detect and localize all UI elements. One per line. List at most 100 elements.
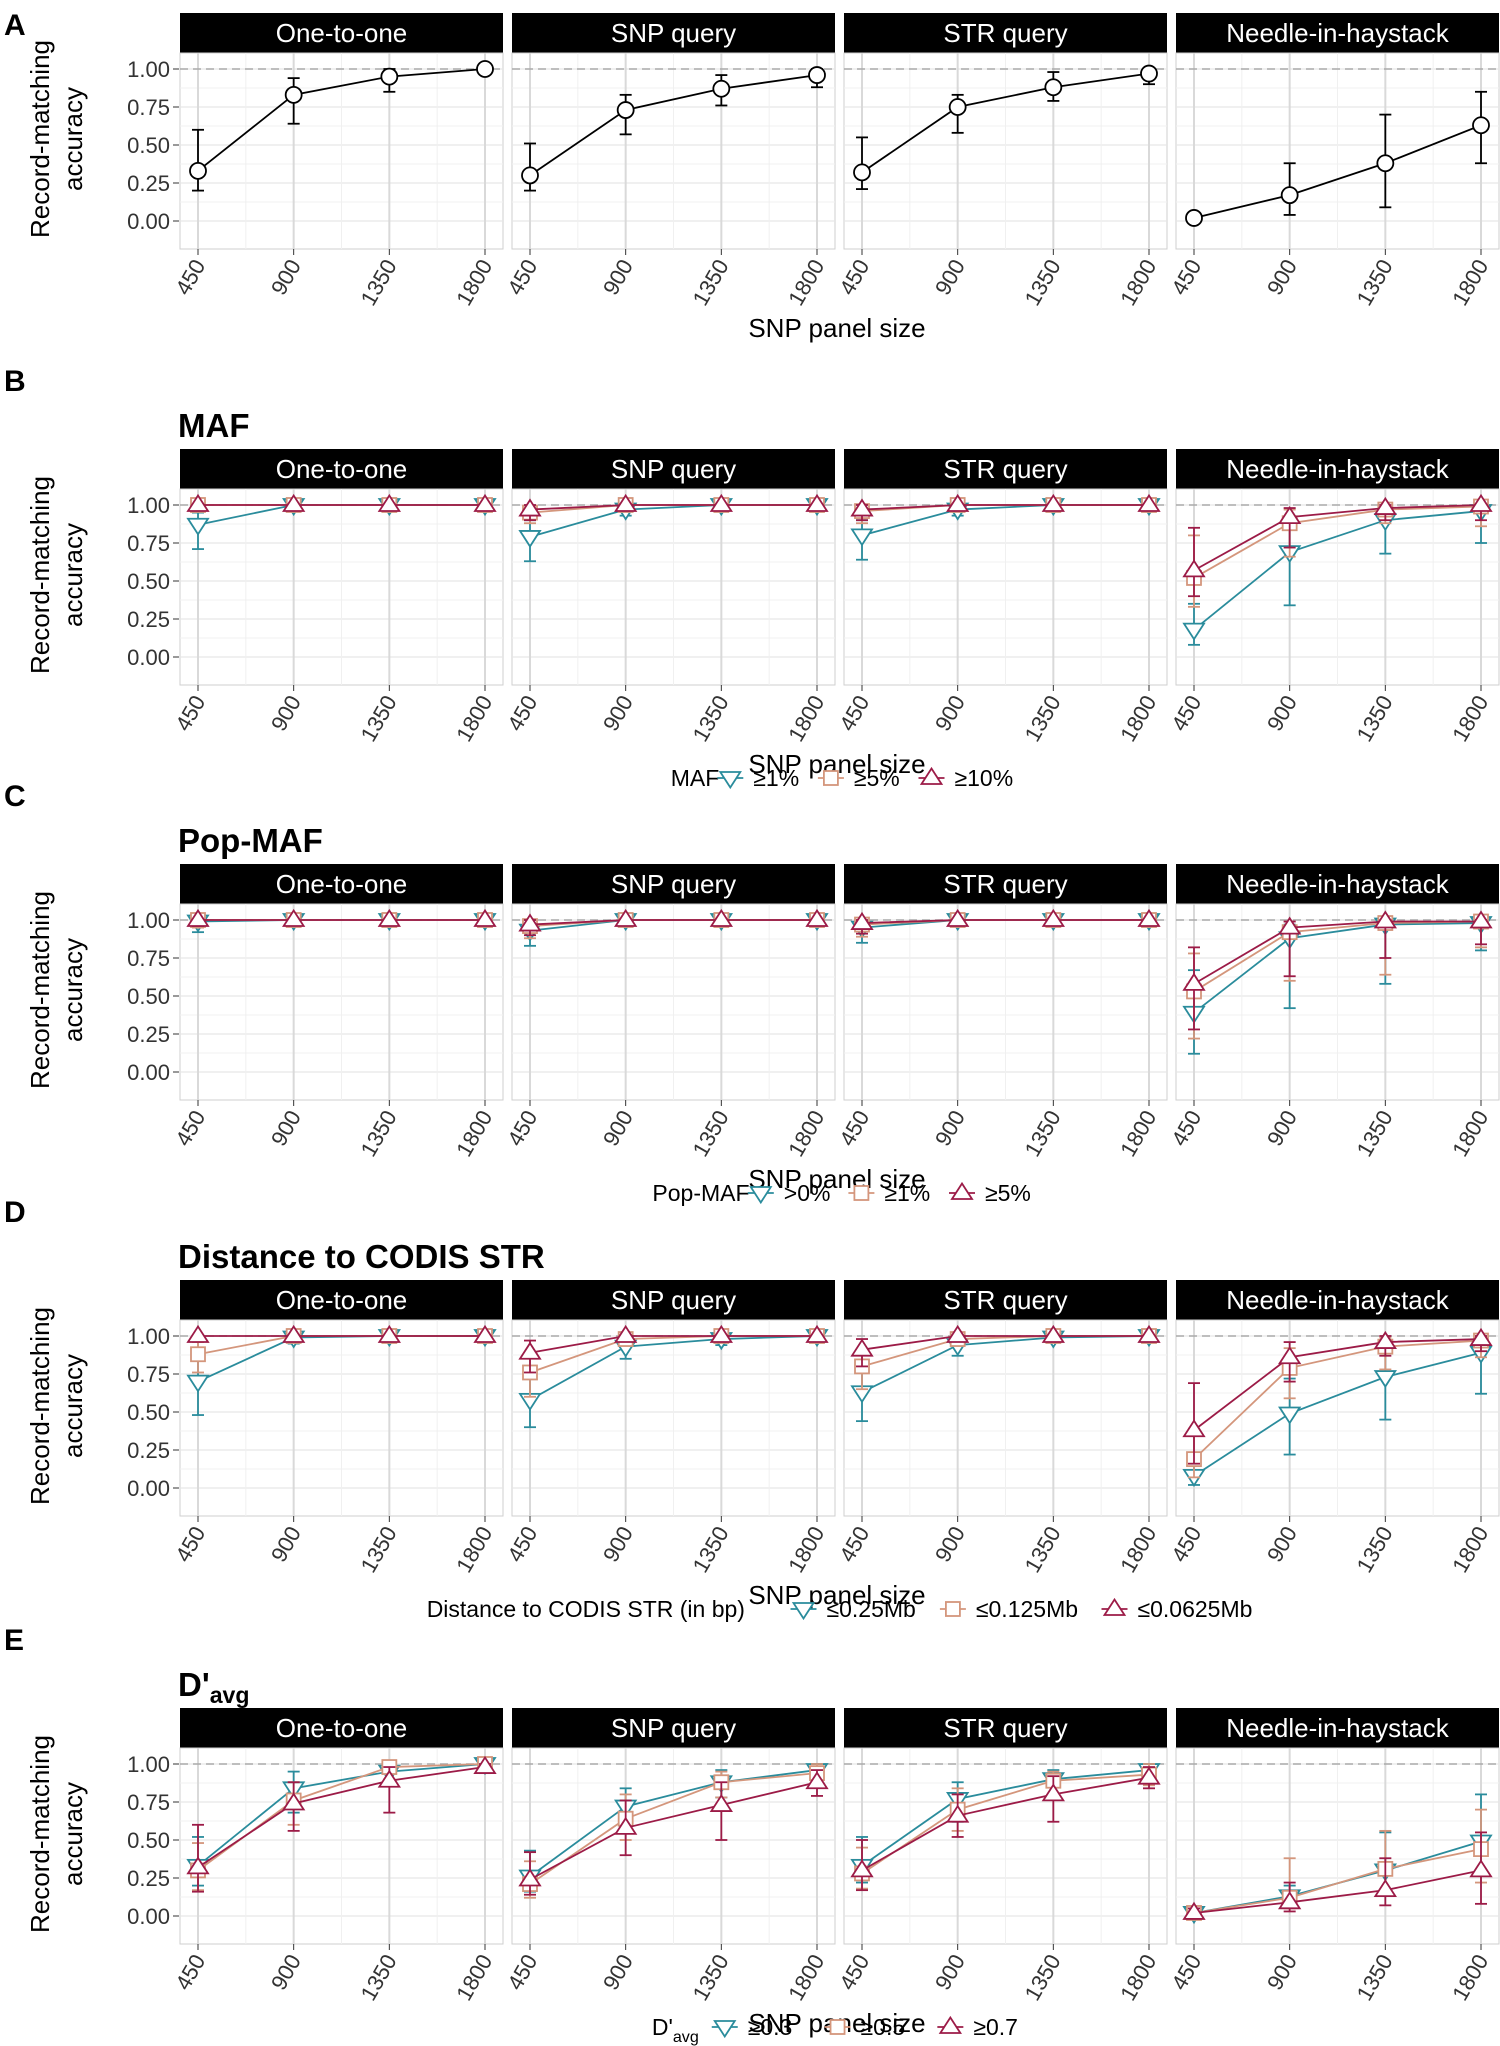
panel-letter: D [4, 1196, 26, 1229]
data-point [1182, 559, 1206, 578]
data-point [805, 1324, 829, 1343]
legend-entry: ≤0.0625Mb [1138, 1596, 1253, 1622]
legend-marker [791, 1602, 816, 1621]
x-tick-label: 900 [1262, 691, 1302, 735]
data-point [377, 1769, 401, 1788]
series-line [529, 919, 817, 926]
x-tick-label: 450 [1166, 1522, 1206, 1566]
series-line [1193, 1869, 1482, 1914]
series [189, 60, 494, 192]
data-point [189, 161, 207, 180]
legend: D'avg ≥0.3 ≥0.5 ≥0.7 [652, 2014, 1018, 2046]
legend-marker [823, 770, 839, 786]
series-line [529, 1335, 817, 1354]
legend-marker [713, 2020, 737, 2039]
data-point [377, 908, 401, 927]
panel-e: E D'avg Record-matching accuracy 0.00 0.25 0.5… [4, 1624, 1500, 2046]
x-tick-label: 450 [170, 1106, 210, 1150]
facet-str-query: STR query 450 900 1350 1800 [834, 1280, 1168, 1577]
facet-strip [844, 13, 1167, 53]
facet-str-query: STR query 450 900 1350 1800 [834, 13, 1168, 310]
data-point [614, 908, 638, 927]
y-tick-label: 0.00 [127, 1476, 170, 1501]
series-line [1193, 510, 1482, 631]
series-2 [186, 1755, 497, 1893]
series [853, 64, 1158, 190]
data-point [946, 1324, 970, 1343]
y-tick-label: 0.50 [127, 133, 170, 158]
data-point [1041, 493, 1065, 512]
panel-letter: C [4, 780, 26, 813]
x-tick-label: 900 [598, 255, 638, 299]
legend-entry: ≥5% [985, 1180, 1031, 1206]
facet-strip [1176, 1708, 1499, 1748]
panel-b: B MAF Record-matching accuracy 0.00 0.25 0.50 0… [4, 365, 1500, 791]
legend-marker [829, 2019, 846, 2035]
facet-label: SNP query [611, 454, 736, 484]
x-tick-label: 1800 [451, 1522, 497, 1577]
x-tick-label: 1800 [783, 691, 829, 746]
data-point [518, 530, 542, 549]
y-axis-title: accuracy [58, 1782, 88, 1886]
data-point [377, 1324, 401, 1343]
legend-entry: ≥5% [854, 765, 900, 791]
x-tick-label: 900 [266, 1106, 306, 1150]
legend-marker [1102, 1597, 1127, 1616]
panel-letter: E [4, 1624, 24, 1657]
data-point [709, 493, 733, 512]
data-point [1469, 493, 1493, 512]
series-2 [186, 908, 497, 927]
x-tick-label: 900 [930, 1106, 970, 1150]
data-point [946, 908, 970, 927]
x-tick-label: 1350 [1020, 255, 1066, 310]
x-tick-label: 1800 [783, 1522, 829, 1577]
x-tick-label: 1800 [1115, 1950, 1161, 2005]
data-point [518, 498, 542, 517]
x-tick-label: 1350 [356, 1522, 402, 1577]
x-tick-label: 900 [598, 1522, 638, 1566]
series-line [1193, 1351, 1482, 1477]
x-tick-label: 900 [930, 1950, 970, 1994]
legend-marker [749, 1186, 773, 1205]
series-line [1193, 1339, 1482, 1460]
facet-label: Needle-in-haystack [1226, 1285, 1450, 1315]
data-point [709, 1324, 733, 1343]
legend-entry: ≥1% [753, 765, 799, 791]
y-tick-label: 0.00 [127, 209, 170, 234]
series-line [529, 1335, 818, 1401]
data-point [186, 1324, 210, 1343]
series-line [861, 72, 1150, 174]
x-tick-label: 450 [170, 1950, 210, 1994]
data-point [1140, 64, 1158, 83]
data-point [1137, 1766, 1161, 1785]
y-tick-label: 0.50 [127, 1400, 170, 1425]
facet-strip [512, 13, 835, 53]
data-point [186, 908, 210, 927]
legend-entry: >0% [784, 1180, 831, 1206]
row-title: MAF [178, 407, 249, 444]
y-tick-label: 0.50 [127, 984, 170, 1009]
x-tick-label: 450 [834, 1950, 874, 1994]
x-tick-label: 1800 [1115, 1106, 1161, 1161]
facet-label: One-to-one [276, 1285, 408, 1315]
data-point [1041, 1783, 1065, 1802]
data-point [614, 493, 638, 512]
legend-key [939, 1601, 966, 1617]
x-tick-label: 450 [170, 691, 210, 735]
y-tick-label: 0.00 [127, 1904, 170, 1929]
facet-one-to-one: One-to-one 450 900 1350 1800 [170, 1280, 504, 1577]
facet-str-query: STR query 450 900 1350 1800 [834, 449, 1168, 746]
y-axis-title: Record-matching [25, 40, 55, 238]
data-point [521, 166, 539, 185]
data-point [712, 79, 731, 98]
x-axis-title: SNP panel size [748, 313, 925, 343]
data-point [473, 1324, 497, 1343]
data-point [709, 1793, 733, 1812]
series-line [861, 1773, 1150, 1875]
x-axis-title: SNP panel size [748, 1580, 925, 1610]
data-point [808, 66, 826, 84]
series-line [1193, 922, 1482, 1014]
x-tick-label: 450 [1166, 1950, 1206, 1994]
y-tick-label: 0.25 [127, 1022, 170, 1047]
x-tick-label: 450 [502, 1950, 542, 1994]
